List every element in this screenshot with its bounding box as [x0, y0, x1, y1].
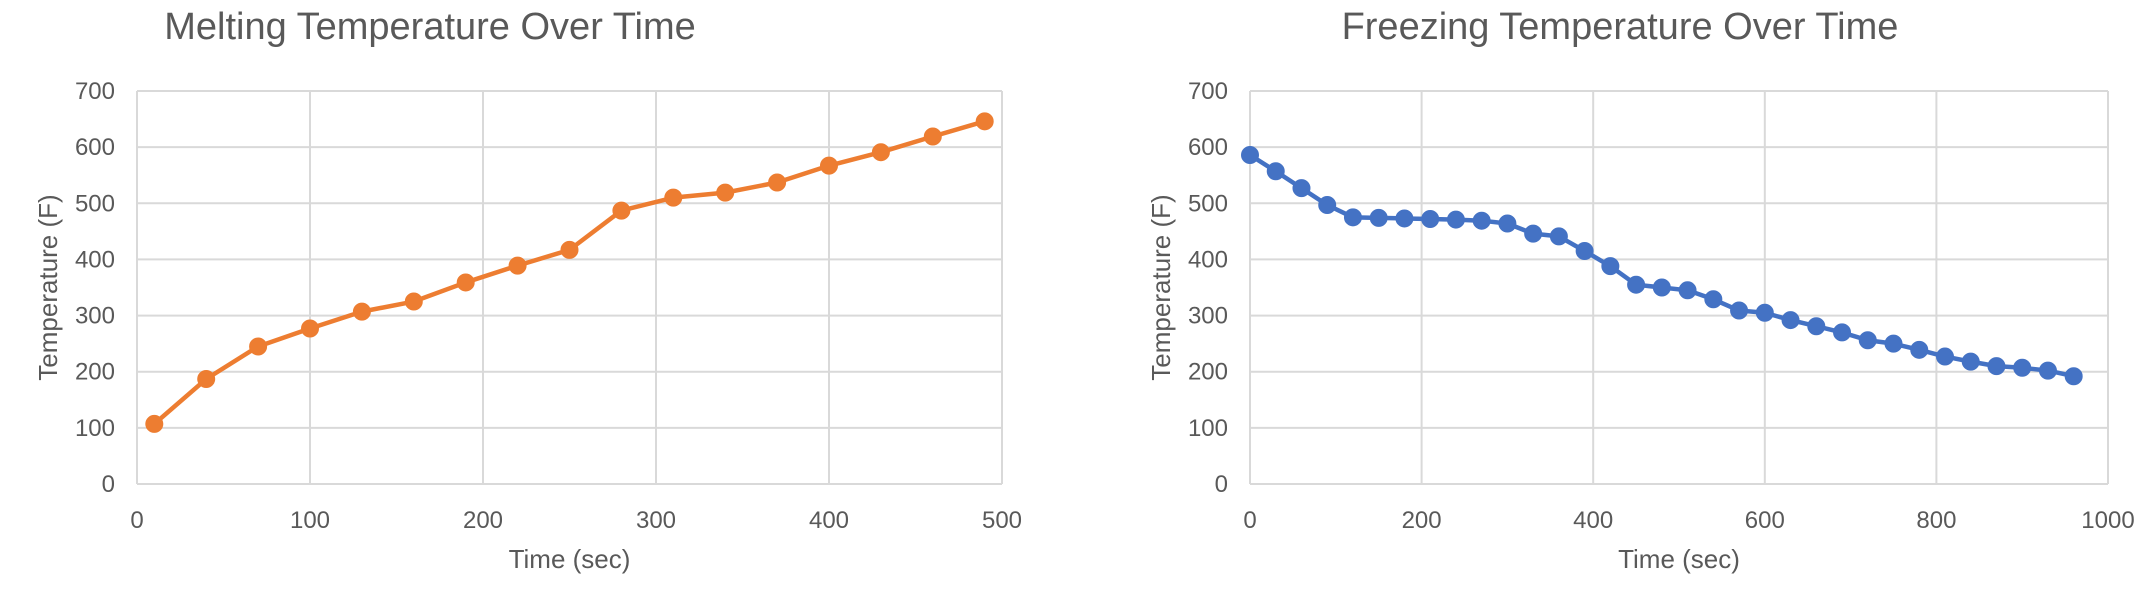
y-axis-label: Temperature (F) [1146, 194, 1176, 380]
data-point [1910, 340, 1929, 359]
data-point [1987, 357, 2006, 376]
data-point [923, 127, 942, 146]
data-point [145, 414, 164, 433]
data-point [1549, 227, 1568, 246]
melting-plot-area: 0 100 200 300 400 500 600 700 0 100 200 300 400 500 Ti… [33, 78, 1022, 574]
x-tick-label: 1000 [2081, 507, 2134, 534]
y-tick-label: 400 [75, 246, 115, 273]
x-tick-label: 400 [1573, 507, 1613, 534]
data-point [456, 273, 475, 292]
x-axis-label: Time (sec) [509, 544, 631, 574]
y-tick-label: 600 [75, 134, 115, 161]
data-point [1498, 214, 1517, 233]
data-point [975, 112, 994, 131]
data-point [1704, 290, 1723, 309]
data-point [1318, 195, 1337, 214]
data-point [768, 173, 787, 192]
x-axis-label: Time (sec) [1618, 544, 1740, 574]
data-point [1935, 347, 1954, 366]
data-point [301, 319, 319, 338]
data-point [871, 143, 890, 162]
y-tick-label: 700 [75, 78, 115, 105]
data-point [1652, 278, 1671, 297]
x-tick-label: 0 [1243, 507, 1256, 534]
data-point [1343, 208, 1362, 227]
data-point [1369, 208, 1388, 227]
data-point [664, 188, 683, 207]
y-tick-label: 100 [1188, 415, 1228, 442]
data-point [1241, 146, 1259, 165]
melting-chart: Melting Temperature Over Time 0 100 200 300… [0, 0, 1060, 594]
freezing-chart: Freezing Temperature Over Time 0 100 200 30… [1110, 0, 2150, 594]
data-point [197, 370, 216, 389]
data-point [1627, 275, 1646, 294]
data-point [820, 156, 838, 175]
x-tick-label: 300 [636, 507, 676, 534]
y-tick-label: 700 [1188, 78, 1228, 105]
data-point [612, 201, 631, 220]
data-point [1266, 162, 1285, 181]
series-line [1248, 153, 2075, 379]
data-point [1755, 303, 1774, 322]
data-point [1678, 281, 1697, 300]
y-tick-label: 0 [1215, 471, 1228, 498]
data-point [2064, 367, 2083, 386]
y-tick-label: 0 [102, 471, 115, 498]
y-tick-label: 300 [1188, 303, 1228, 330]
data-point [1524, 224, 1543, 243]
data-point [1472, 211, 1491, 230]
y-tick-label: 600 [1188, 134, 1228, 161]
y-tick-label: 400 [1188, 246, 1228, 273]
data-point [352, 302, 371, 321]
data-point [1781, 311, 1800, 330]
data-point [560, 240, 579, 259]
x-tick-label: 200 [463, 507, 503, 534]
x-tick-label: 200 [1402, 507, 1442, 534]
x-tick-label: 500 [982, 507, 1022, 534]
x-tick-label: 400 [809, 507, 849, 534]
y-tick-label: 200 [1188, 359, 1228, 386]
data-point [249, 337, 268, 356]
data-point [1292, 179, 1311, 198]
chart-title: Freezing Temperature Over Time [1341, 6, 1899, 48]
series-line [152, 119, 986, 426]
data-point [1858, 331, 1877, 350]
x-tick-label: 0 [130, 507, 143, 534]
data-point [1601, 257, 1620, 276]
y-tick-label: 200 [75, 359, 115, 386]
data-point [2013, 358, 2032, 377]
x-tick-label: 100 [290, 507, 330, 534]
chart-title: Melting Temperature Over Time [164, 6, 696, 48]
data-point [1884, 334, 1903, 353]
y-tick-label: 500 [1188, 190, 1228, 217]
y-axis-label: Temperature (F) [33, 194, 63, 380]
data-point [1421, 210, 1440, 229]
data-point [1395, 209, 1414, 228]
data-point [404, 292, 423, 311]
y-tick-label: 300 [75, 303, 115, 330]
data-point [1807, 317, 1826, 336]
data-point [508, 256, 527, 275]
data-point [2038, 361, 2057, 380]
x-tick-label: 800 [1916, 507, 1956, 534]
data-point [716, 183, 735, 202]
data-point [1833, 323, 1852, 342]
freezing-plot-area: 0 100 200 300 400 500 600 700 0 200 400 600 800 1000 T… [1146, 78, 2135, 574]
data-point [1961, 352, 1980, 371]
data-point [1446, 210, 1465, 229]
data-point [1730, 301, 1749, 320]
y-tick-label: 100 [75, 415, 115, 442]
y-tick-label: 500 [75, 190, 115, 217]
data-point [1575, 242, 1594, 261]
x-tick-label: 600 [1745, 507, 1785, 534]
